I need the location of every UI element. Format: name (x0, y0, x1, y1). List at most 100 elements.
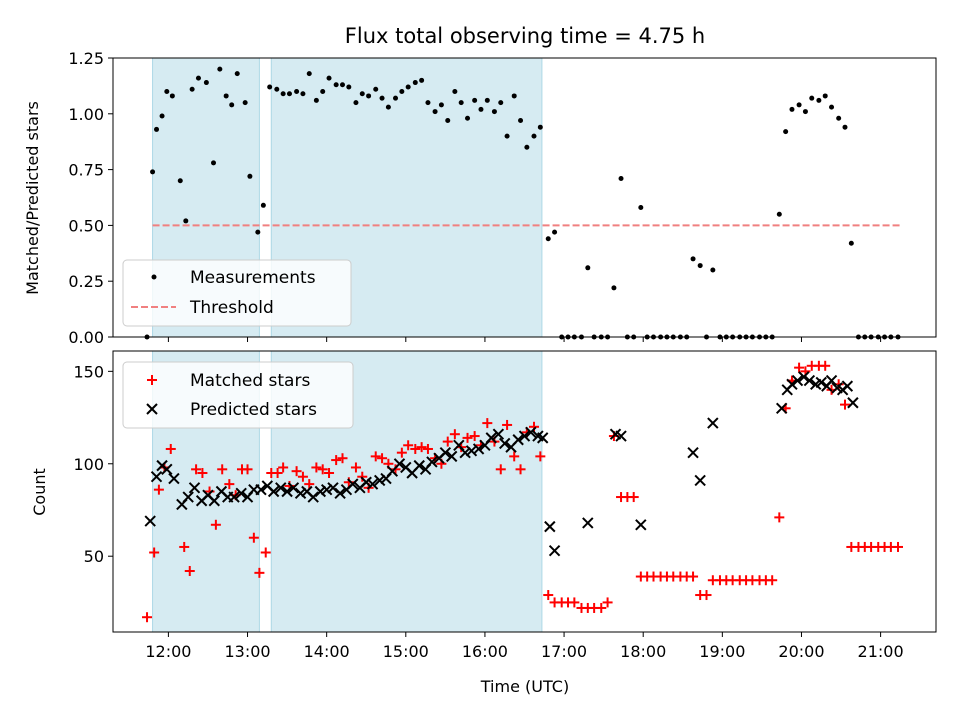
measurement-point (211, 160, 217, 166)
predicted-star-stroke-b (261, 480, 274, 492)
bottom-y-tick-label: 100 (73, 455, 104, 474)
chart-title: Flux total observing time = 4.75 h (345, 24, 705, 48)
matched-star-point (688, 571, 699, 582)
predicted-star-stroke-b (544, 520, 556, 533)
predicted-star-point (582, 517, 594, 529)
measurement-point (280, 91, 286, 97)
measurement-point (339, 82, 345, 88)
predicted-star-stroke-b (485, 432, 497, 444)
predicted-star-stroke-b (275, 482, 287, 494)
predicted-star-point (287, 482, 300, 494)
predicted-star-point (775, 402, 788, 415)
matched-star-point (197, 468, 208, 479)
matched-star-point (304, 479, 315, 490)
predicted-star-point (373, 474, 386, 487)
predicted-star-stroke-b (208, 495, 220, 507)
bottom-x-tick-label: 19:00 (699, 642, 745, 661)
measurement-point (300, 91, 306, 97)
measurement-point (159, 113, 165, 119)
measurement-point (491, 109, 497, 115)
predicted-star-stroke-b (775, 402, 788, 415)
matched-star-point (224, 479, 235, 490)
predicted-star-stroke-b (694, 474, 706, 487)
measurement-point (789, 106, 795, 112)
predicted-star-point (347, 478, 359, 490)
predicted-star-stroke-b (281, 485, 293, 498)
measurements-points (144, 66, 901, 340)
predicted-star-stroke-b (512, 434, 524, 446)
predicted-star-point (235, 487, 247, 500)
predicted-star-point (798, 371, 810, 383)
measurement-point (326, 75, 332, 81)
measurement-point (189, 86, 195, 92)
predicted-star-stroke-b (815, 376, 827, 389)
predicted-star-point (786, 378, 798, 390)
predicted-star-point (536, 432, 549, 444)
matched-star-point (291, 466, 302, 477)
measurement-point (164, 88, 170, 94)
matched-star-point (422, 443, 433, 454)
predicted-star-stroke-b (847, 397, 859, 409)
measurement-point (169, 93, 175, 99)
bottom-x-tick-label: 16:00 (462, 642, 508, 661)
matched-star-point (278, 462, 289, 473)
predicted-star-stroke-b (825, 374, 838, 387)
predicted-star-stroke-b (202, 489, 214, 501)
measurement-point (217, 66, 223, 72)
predicted-star-stroke-b (360, 476, 372, 488)
measurement-point (796, 102, 802, 108)
matched-star-point (311, 462, 322, 473)
top-y-tick-label: 0.50 (68, 216, 104, 235)
measurement-point (452, 88, 458, 94)
measurement-point (458, 100, 464, 106)
measurement-point (511, 93, 517, 99)
legend-predicted-marker (146, 403, 158, 415)
measurement-point (150, 169, 156, 175)
measurement-point (195, 75, 201, 81)
predicted-star-stroke-b (548, 544, 561, 557)
matched-star-point (297, 471, 308, 482)
predicted-stars-points (144, 371, 859, 557)
matched-star-point (254, 567, 265, 578)
measurement-point (504, 133, 510, 139)
legend-matched-marker (147, 375, 157, 385)
matched-star-point (820, 360, 831, 371)
predicted-star-stroke-b (459, 446, 471, 459)
measurement-point (294, 88, 300, 94)
bottom-legend-box (122, 361, 354, 429)
measurement-point (177, 178, 183, 184)
matched-star-point (165, 443, 176, 454)
matched-star-point (337, 453, 348, 464)
matched-star-point (357, 471, 368, 482)
measurement-point (524, 144, 530, 150)
predicted-star-point (499, 437, 511, 450)
predicted-star-point (144, 515, 156, 527)
legend-measurements-marker (151, 274, 157, 280)
predicted-star-stroke-b (400, 461, 412, 474)
measurement-point (223, 93, 229, 99)
predicted-star-stroke-b (525, 426, 537, 439)
predicted-star-point (150, 471, 163, 483)
predicted-star-point (255, 483, 267, 496)
measurement-point (478, 106, 484, 112)
measurement-point (412, 80, 418, 86)
matched-star-point (543, 590, 554, 601)
predicted-star-stroke-b (445, 450, 458, 463)
measurement-point (260, 202, 266, 208)
measurement-point (346, 84, 352, 90)
measurement-point (333, 82, 339, 88)
measurement-point (267, 84, 273, 90)
predicted-star-stroke-b (215, 485, 228, 498)
predicted-star-point (366, 478, 379, 490)
predicted-star-point (439, 446, 452, 459)
legend-predicted-label: Predicted stars (190, 400, 317, 420)
predicted-star-stroke-b (413, 459, 425, 472)
measurement-point (518, 117, 524, 123)
predicted-star-stroke-b (327, 482, 339, 494)
matched-star-point (794, 362, 805, 373)
measurement-point (822, 93, 828, 99)
matched-star-point (701, 590, 712, 601)
top-x-ticks (167, 337, 882, 342)
